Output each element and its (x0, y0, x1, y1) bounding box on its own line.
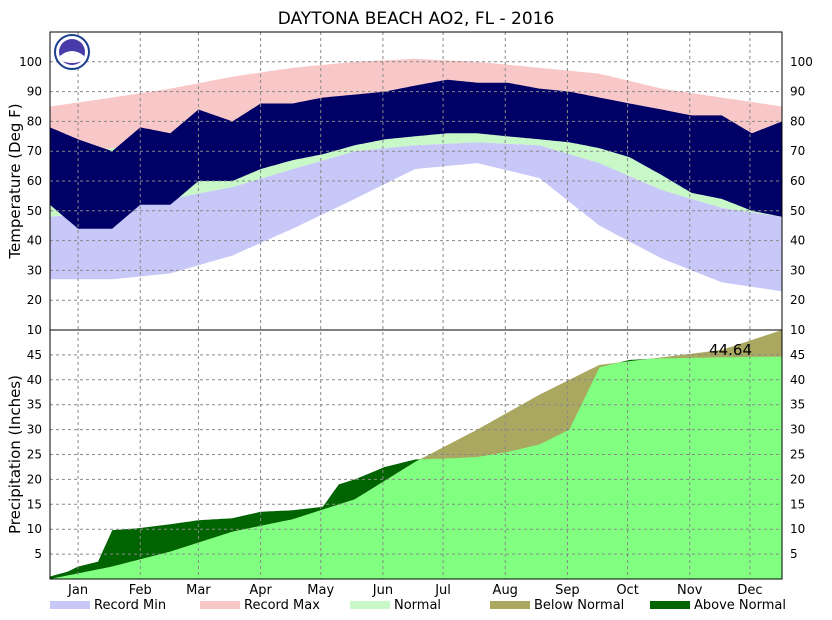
precip-tick-label-right: 15 (790, 497, 805, 511)
precip-tick-label-right: 45 (790, 348, 805, 362)
legend-record-min: Record Min (50, 596, 166, 614)
record-min-band (50, 142, 782, 292)
month-label: Aug (493, 583, 518, 598)
precip-tick-label-left: 35 (27, 398, 42, 412)
precip-tick-label-left: 40 (27, 373, 42, 387)
legend-label-record-max: Record Max (244, 597, 320, 613)
temp-tick-label-right: 80 (790, 114, 805, 128)
legend-below-normal: Below Normal (490, 596, 624, 614)
temp-tick-label-left: 100 (19, 55, 42, 69)
legend-swatch-record-max (200, 601, 240, 609)
legend: Record Min Record Max Normal Below Norma… (0, 596, 832, 616)
temp-tick-label-right: 70 (790, 144, 805, 158)
precip-tick-label-right: 20 (790, 472, 805, 486)
noaa-logo-bird (60, 51, 84, 63)
precip-tick-label-right: 30 (790, 423, 805, 437)
temp-tick-label-left: 60 (27, 174, 42, 188)
precipitation-plot-frame (49, 329, 783, 580)
temp-tick-label-left: 40 (27, 234, 42, 248)
temperature-axis-label: Temperature (Deg F) (6, 103, 24, 259)
legend-label-above-normal: Above Normal (694, 597, 786, 613)
month-label: May (307, 583, 334, 598)
temp-tick-label-right: 60 (790, 174, 805, 188)
temp-tick-label-right: 90 (790, 85, 805, 99)
precipitation-axis-label: Precipitation (Inches) (6, 375, 24, 534)
precip-tick-label-left: 10 (27, 522, 42, 536)
legend-label-record-min: Record Min (94, 597, 167, 613)
normal-precip-area (50, 356, 782, 579)
month-label: Sep (555, 583, 580, 598)
temp-tick-label-left: 20 (27, 293, 42, 307)
temp-tick-label-left: 70 (27, 144, 42, 158)
legend-swatch-below-normal (490, 601, 530, 609)
chart-title: DAYTONA BEACH AO2, FL - 2016 (278, 9, 555, 29)
month-label: Oct (616, 583, 638, 598)
precip-tick-label-left: 25 (27, 448, 42, 462)
temp-tick-label-left: 80 (27, 114, 42, 128)
record-max-band (50, 58, 782, 155)
temp-tick-label-right: 10 (790, 323, 805, 337)
legend-normal: Normal (350, 596, 441, 614)
precip-tick-label-left: 15 (27, 497, 42, 511)
precip-tick-label-left: 20 (27, 472, 42, 486)
precip-tick-label-right: 35 (790, 398, 805, 412)
temp-tick-label-left: 50 (27, 204, 42, 218)
temp-tick-label-left: 90 (27, 85, 42, 99)
month-label: Nov (677, 583, 703, 598)
temp-tick-label-right: 20 (790, 293, 805, 307)
month-label: Mar (186, 583, 211, 598)
legend-record-max: Record Max (200, 596, 320, 614)
month-label: Jul (434, 583, 451, 598)
temp-tick-label-left: 30 (27, 263, 42, 277)
month-label: Feb (129, 583, 152, 598)
precip-tick-label-left: 5 (34, 547, 42, 561)
temp-tick-label-right: 100 (790, 55, 813, 69)
noaa-logo (54, 34, 90, 70)
month-label: Jan (67, 583, 88, 598)
legend-label-below-normal: Below Normal (534, 597, 625, 613)
precip-tick-label-left: 45 (27, 348, 42, 362)
temp-tick-label-right: 30 (790, 263, 805, 277)
precip-total-label: 44.64 (709, 341, 752, 359)
temp-tick-label-left: 10 (27, 323, 42, 337)
precip-tick-label-left: 30 (27, 423, 42, 437)
temp-tick-label-right: 40 (790, 234, 805, 248)
month-label: Apr (249, 583, 272, 598)
precip-tick-label-right: 10 (790, 522, 805, 536)
legend-above-normal: Above Normal (650, 596, 786, 614)
legend-swatch-record-min (50, 601, 90, 609)
legend-swatch-normal (350, 601, 390, 609)
precip-tick-label-right: 25 (790, 448, 805, 462)
observed-temperature-band (50, 79, 782, 229)
legend-swatch-above-normal (650, 601, 690, 609)
month-label: Dec (737, 583, 762, 598)
temp-tick-label-right: 50 (790, 204, 805, 218)
precip-tick-label-right: 5 (790, 547, 798, 561)
precip-tick-label-right: 40 (790, 373, 805, 387)
legend-label-normal: Normal (394, 597, 442, 613)
month-label: Jun (372, 583, 393, 598)
